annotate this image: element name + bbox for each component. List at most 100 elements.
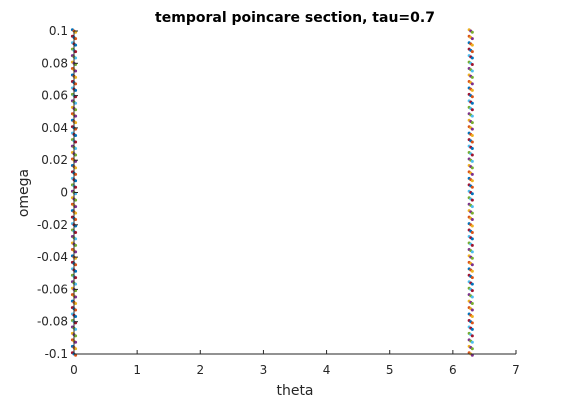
data-point [74, 340, 78, 344]
data-point [74, 250, 78, 254]
data-point [74, 263, 78, 267]
data-point [470, 75, 474, 79]
data-point [74, 198, 78, 202]
y-tick-label: -0.02 [37, 218, 68, 232]
data-point [470, 30, 474, 34]
y-tick-label: 0.06 [41, 89, 68, 103]
data-point [470, 63, 474, 66]
data-point [74, 314, 78, 318]
data-point [74, 295, 78, 299]
data-points [70, 28, 474, 357]
data-point [74, 205, 78, 209]
x-axis-ticks: 0 1 2 3 4 5 6 7 [70, 350, 520, 377]
data-point [470, 50, 474, 54]
data-point [470, 321, 474, 325]
data-point [470, 172, 474, 176]
data-point [470, 243, 474, 247]
data-point [470, 134, 474, 138]
y-tick-label: -0.08 [37, 315, 68, 329]
data-point [470, 302, 474, 306]
x-tick-label: 1 [133, 363, 141, 377]
data-point [470, 308, 474, 312]
x-tick-label: 3 [260, 363, 268, 377]
data-point [74, 153, 78, 157]
data-point [470, 289, 474, 293]
data-point [74, 108, 78, 112]
y-tick-label: -0.1 [45, 347, 68, 361]
data-point [74, 146, 78, 150]
data-point [470, 159, 474, 163]
data-point [74, 121, 78, 125]
data-point [74, 101, 78, 105]
data-point [470, 334, 474, 338]
data-point [470, 101, 474, 105]
y-tick-label: 0.02 [41, 153, 68, 167]
data-point [470, 95, 474, 99]
data-point [74, 347, 78, 351]
data-point [74, 134, 78, 138]
data-point [470, 230, 474, 234]
data-point [470, 256, 474, 260]
data-point [74, 302, 78, 306]
data-point [74, 140, 78, 144]
data-point [470, 166, 474, 170]
data-point [470, 88, 474, 92]
data-point [470, 314, 474, 318]
data-point [74, 276, 78, 280]
data-point [470, 198, 474, 202]
y-tick-label: 0.08 [41, 56, 68, 70]
data-point [470, 108, 474, 112]
data-point [74, 114, 78, 118]
y-axis-ticks: -0.1 -0.08 -0.06 -0.04 -0.02 0 0.02 0.04 0.06 0.0… [37, 24, 78, 361]
data-point [74, 243, 78, 247]
x-tick-label: 6 [449, 363, 457, 377]
data-point [470, 218, 474, 222]
data-point [470, 282, 474, 286]
data-point [470, 224, 474, 228]
data-point [470, 237, 474, 241]
data-point [470, 250, 474, 254]
y-tick-label: -0.04 [37, 250, 68, 264]
y-tick-label: 0.1 [49, 24, 68, 38]
data-point [74, 166, 78, 170]
data-point [74, 282, 78, 286]
data-point [470, 295, 474, 299]
data-point [470, 82, 474, 86]
x-axis-label: theta [276, 383, 313, 399]
data-point [74, 334, 78, 338]
data-point [470, 269, 474, 273]
data-point [74, 50, 78, 54]
data-point [470, 179, 474, 183]
data-point [74, 88, 78, 92]
x-tick-label: 5 [386, 363, 394, 377]
data-point [74, 185, 78, 189]
data-point [74, 211, 78, 215]
data-point [74, 218, 78, 222]
data-point [470, 127, 474, 131]
x-tick-label: 2 [196, 363, 204, 377]
x-tick-label: 0 [70, 363, 78, 377]
data-point [470, 276, 474, 280]
chart-title: temporal poincare section, tau=0.7 [155, 10, 435, 26]
x-tick-label: 7 [512, 363, 520, 377]
data-point [470, 140, 474, 144]
data-point [74, 269, 78, 273]
y-tick-label: -0.06 [37, 282, 68, 296]
data-point [470, 211, 474, 215]
data-point [74, 56, 78, 60]
y-tick-label: 0.04 [41, 121, 68, 135]
data-point [470, 340, 474, 344]
data-point [74, 37, 78, 41]
data-point [470, 114, 474, 118]
data-point [470, 263, 474, 267]
data-point [470, 121, 474, 125]
data-point [470, 69, 474, 73]
data-point [470, 185, 474, 189]
data-point [470, 327, 474, 331]
data-point [74, 308, 78, 312]
data-point [74, 43, 78, 47]
data-point [74, 75, 78, 79]
data-point [74, 69, 78, 73]
